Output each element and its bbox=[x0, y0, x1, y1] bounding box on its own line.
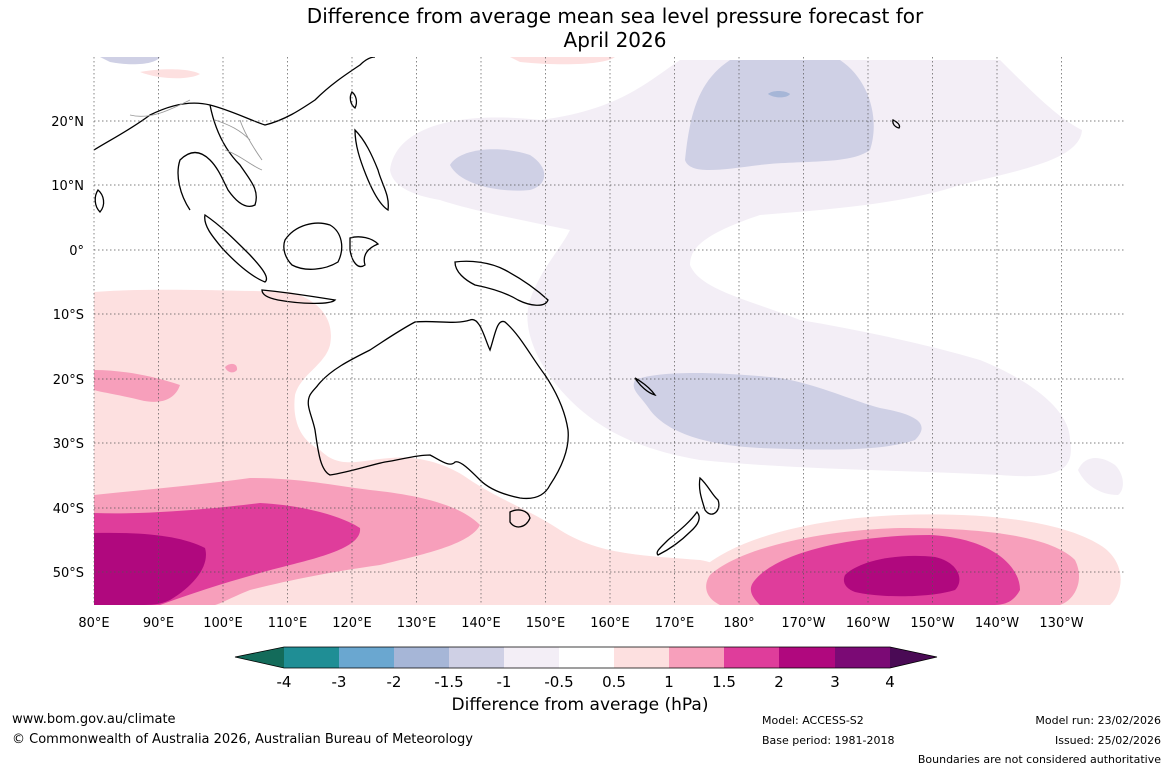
colorbar bbox=[234, 646, 938, 669]
colorbar-tick: -1 bbox=[497, 673, 512, 691]
mainland-borders bbox=[129, 99, 263, 171]
hawaii-coastline bbox=[892, 119, 901, 129]
colorbar-segment bbox=[835, 647, 890, 668]
contour-pos2-south-pacific bbox=[843, 555, 960, 597]
colorbar-tick: -0.5 bbox=[544, 673, 573, 691]
longitude-labels: 80°E 90°E 100°E 110°E 120°E 130°E 140°E … bbox=[78, 616, 1083, 631]
lat-label: 20°N bbox=[51, 115, 84, 130]
colorbar-tick: -1.5 bbox=[434, 673, 463, 691]
lon-label: 140°E bbox=[461, 616, 501, 631]
lon-label: 140°W bbox=[975, 616, 1019, 631]
disclaimer-text: Boundaries are not considered authoritat… bbox=[917, 753, 1161, 766]
lon-label: 130°E bbox=[397, 616, 437, 631]
colorbar-segment bbox=[724, 647, 779, 668]
asia-mainland-coastline bbox=[94, 57, 376, 211]
lat-label: 40°S bbox=[53, 502, 84, 517]
colorbar-title: Difference from average (hPa) bbox=[451, 695, 709, 715]
issued-text: Issued: 25/02/2026 bbox=[1054, 734, 1161, 747]
lon-label: 100°E bbox=[203, 616, 243, 631]
sumatra-coastline bbox=[204, 213, 268, 283]
colorbar-segment bbox=[614, 647, 669, 668]
australia-coastline bbox=[307, 319, 569, 500]
colorbar-tick: 0.5 bbox=[602, 673, 626, 691]
lat-label: 0° bbox=[69, 244, 84, 259]
colorbar-segment bbox=[669, 647, 724, 668]
lon-label: 180° bbox=[723, 616, 754, 631]
graticule bbox=[93, 57, 1126, 605]
lat-label: 30°S bbox=[53, 437, 84, 452]
colorbar-tick: 2 bbox=[774, 673, 784, 691]
lon-label: 150°W bbox=[910, 616, 954, 631]
lon-label: 120°E bbox=[332, 616, 372, 631]
title-line-1: Difference from average mean sea level p… bbox=[306, 4, 924, 28]
contour-neg1-corner bbox=[100, 57, 160, 65]
coastlines bbox=[94, 57, 901, 556]
colorbar-tick-labels: -4 -3 -2 -1.5 -1 -0.5 0.5 1 1.5 2 3 4 bbox=[277, 673, 895, 691]
colorbar-low-extend bbox=[235, 647, 284, 668]
taiwan-coastline bbox=[349, 91, 358, 110]
new-guinea-coastline bbox=[454, 260, 549, 306]
copyright-text: © Commonwealth of Australia 2026, Austra… bbox=[12, 732, 473, 747]
colorbar-segment bbox=[449, 647, 504, 668]
colorbar-tick: 3 bbox=[830, 673, 840, 691]
lon-label: 80°E bbox=[78, 616, 109, 631]
colorbar-segment bbox=[284, 647, 339, 668]
model-run-text: Model run: 23/02/2026 bbox=[1035, 714, 1161, 727]
colorbar-segment bbox=[559, 647, 614, 668]
contour-pos05-nw-corner bbox=[140, 69, 200, 79]
new-zealand-north-coastline bbox=[698, 476, 720, 515]
colorbar-tick: 4 bbox=[885, 673, 895, 691]
sri-lanka-coastline bbox=[94, 189, 105, 213]
colorbar-segment bbox=[394, 647, 449, 668]
lat-label: 20°S bbox=[53, 373, 84, 388]
contour-neg1-north-pacific bbox=[685, 60, 874, 170]
contour-neg05-east bbox=[1078, 458, 1123, 495]
colorbar-segment bbox=[779, 647, 835, 668]
colorbar-high-extend bbox=[890, 647, 937, 668]
lon-label: 170°W bbox=[781, 616, 825, 631]
borneo-coastline bbox=[283, 222, 343, 270]
colorbar-tick: -2 bbox=[387, 673, 402, 691]
latitude-labels: 20°N 10°N 0° 10°S 20°S 30°S 40°S 50°S bbox=[51, 115, 84, 581]
colorbar-tick: -3 bbox=[332, 673, 347, 691]
contour-pos1-small bbox=[225, 363, 238, 373]
title-line-2: April 2026 bbox=[563, 28, 667, 52]
model-text: Model: ACCESS-S2 bbox=[762, 714, 864, 727]
contour-neg1-south-pacific bbox=[633, 373, 922, 450]
lon-label: 160°W bbox=[846, 616, 890, 631]
lon-label: 90°E bbox=[143, 616, 174, 631]
new-zealand-south-coastline bbox=[656, 510, 700, 556]
lon-label: 130°W bbox=[1039, 616, 1083, 631]
sulawesi-coastline bbox=[349, 236, 380, 268]
map-title: Difference from average mean sea level p… bbox=[0, 4, 1173, 52]
website-link[interactable]: www.bom.gov.au/climate bbox=[12, 712, 176, 727]
country-borders bbox=[129, 99, 263, 171]
lon-label: 170°E bbox=[655, 616, 695, 631]
colorbar-segment bbox=[339, 647, 394, 668]
lat-label: 10°N bbox=[51, 179, 84, 194]
contour-neg05-north-pacific bbox=[390, 60, 1082, 477]
colorbar-segment bbox=[504, 647, 559, 668]
lat-label: 10°S bbox=[53, 308, 84, 323]
lon-label: 150°E bbox=[526, 616, 566, 631]
philippines-coastline bbox=[354, 128, 389, 212]
contour-neg1-philippine-sea bbox=[450, 149, 545, 191]
colorbar-tick: -4 bbox=[277, 673, 292, 691]
contour-neg15-small bbox=[768, 91, 790, 98]
base-period-text: Base period: 1981-2018 bbox=[762, 734, 895, 747]
colorbar-outline bbox=[234, 646, 938, 669]
lon-label: 110°E bbox=[268, 616, 308, 631]
contour-pos2-indian-ocean bbox=[94, 532, 206, 605]
tasmania-coastline bbox=[509, 509, 531, 528]
new-caledonia-coastline bbox=[634, 377, 657, 397]
colorbar-tick: 1.5 bbox=[712, 673, 736, 691]
colorbar-tick: 1 bbox=[664, 673, 674, 691]
lon-label: 160°E bbox=[590, 616, 630, 631]
contour-fills bbox=[94, 57, 1123, 605]
contour-pos05-top bbox=[510, 57, 615, 65]
java-coastline bbox=[261, 289, 337, 305]
lat-label: 50°S bbox=[53, 566, 84, 581]
